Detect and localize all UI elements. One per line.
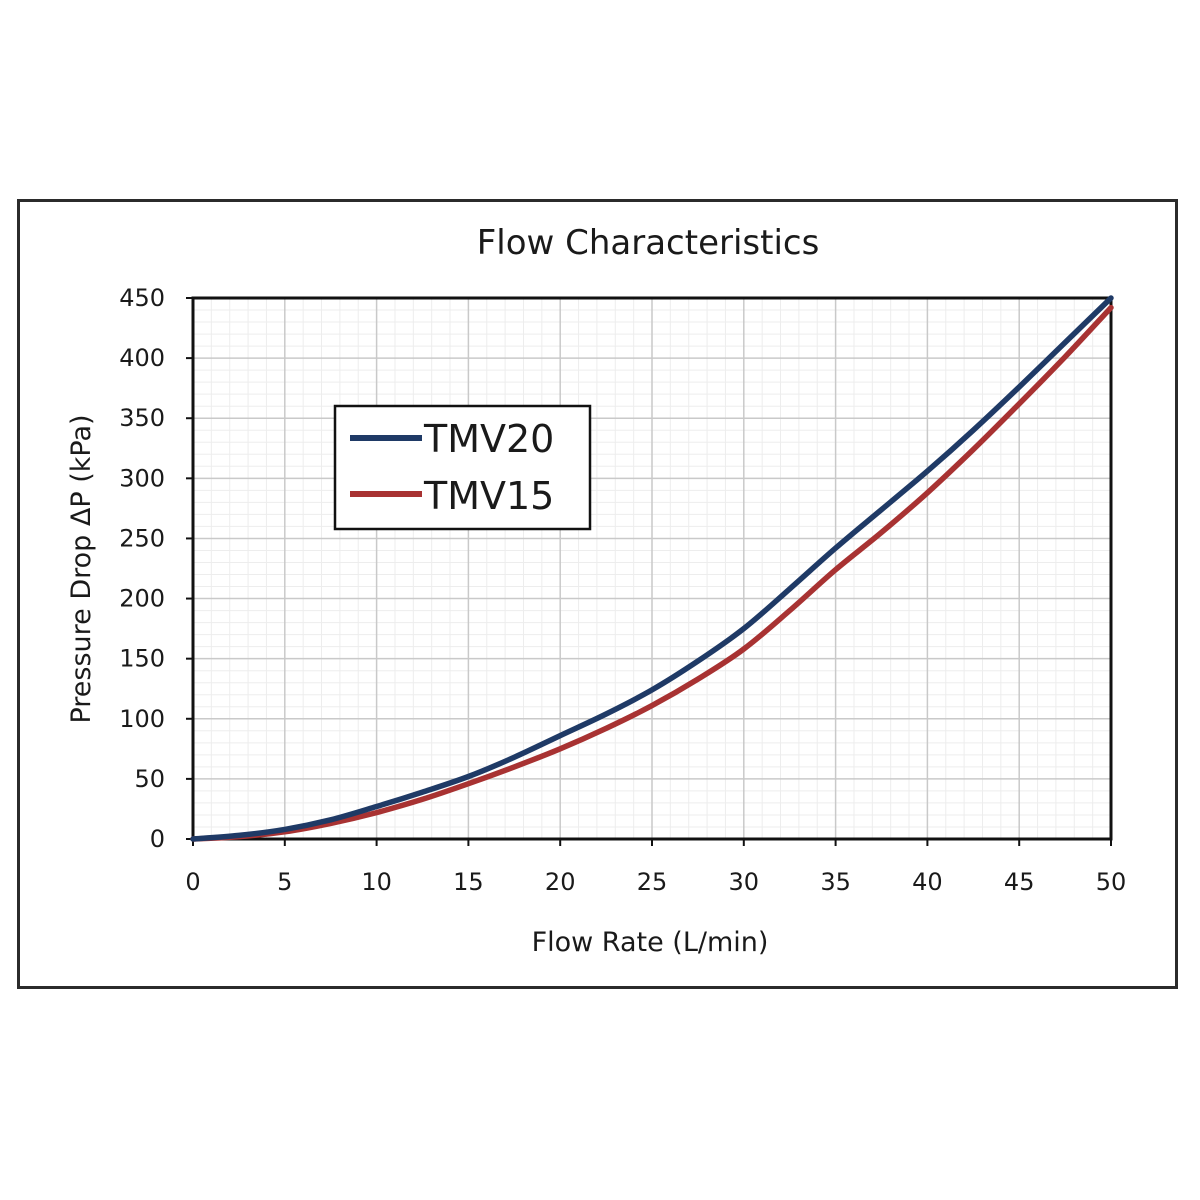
series-layer	[190, 295, 1114, 842]
y-tick-label: 100	[119, 705, 165, 733]
y-tick-label: 450	[119, 284, 165, 312]
series-line-tmv15	[190, 304, 1114, 842]
y-axis-label: Pressure Drop ΔP (kPa)	[66, 414, 97, 723]
legend-box	[333, 404, 592, 531]
x-axis-ticks: 0 5 10 15 20 25 30 35 40 45 50	[185, 839, 1126, 896]
legend-label-tmv15: TMV15	[423, 474, 554, 518]
y-tick-label: 150	[119, 645, 165, 673]
x-axis-label: Flow Rate (L/min)	[532, 927, 769, 958]
flow-chart: Flow Characteristics 0501001502002503003…	[66, 223, 1126, 958]
x-tick-label: 40	[912, 868, 943, 896]
legend: TMV20 TMV15	[333, 404, 592, 531]
x-tick-label: 15	[453, 868, 484, 896]
x-tick-label: 10	[361, 868, 392, 896]
x-tick-label: 35	[820, 868, 851, 896]
major-grid	[192, 297, 1112, 840]
y-tick-label: 200	[119, 585, 165, 613]
x-tick-label: 45	[1004, 868, 1035, 896]
y-tick-label: 400	[119, 344, 165, 372]
x-tick-label: 50	[1096, 868, 1127, 896]
series-line-tmv20	[190, 295, 1114, 842]
y-tick-label: 350	[119, 404, 165, 432]
chart-frame: Flow Characteristics 0 50 100 150 200 250 300 3…	[17, 199, 1178, 989]
x-tick-label: 5	[277, 868, 292, 896]
y-tick-label: 300	[119, 464, 165, 492]
y-tick-label: 50	[134, 765, 165, 793]
x-tick-label: 30	[729, 868, 760, 896]
y-tick-label: 0	[150, 825, 165, 853]
x-tick-label: 25	[637, 868, 668, 896]
x-tick-label: 0	[185, 868, 200, 896]
chart-title: Flow Characteristics	[477, 223, 820, 263]
y-axis-ticks: 0 50 100 150 200 250 300 350 400 450	[119, 284, 193, 853]
legend-label-tmv20: TMV20	[423, 417, 554, 461]
y-tick-label: 250	[119, 524, 165, 552]
x-tick-label: 20	[545, 868, 576, 896]
